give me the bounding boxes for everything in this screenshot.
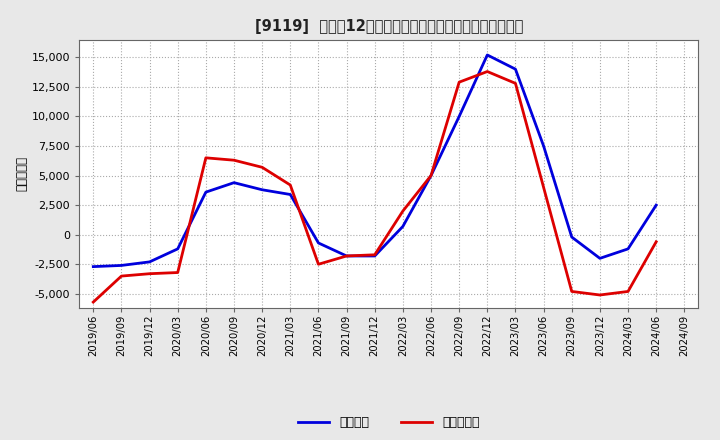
当期純利益 bbox=[652, 239, 660, 245]
当期純利益 bbox=[89, 300, 98, 305]
当期純利益 bbox=[202, 155, 210, 161]
経常利益 bbox=[652, 202, 660, 208]
経常利益 bbox=[174, 246, 182, 252]
経常利益 bbox=[595, 256, 604, 261]
当期純利益 bbox=[399, 209, 408, 214]
経常利益 bbox=[567, 235, 576, 240]
当期純利益 bbox=[230, 158, 238, 163]
当期純利益 bbox=[258, 165, 266, 170]
経常利益 bbox=[202, 190, 210, 195]
経常利益 bbox=[230, 180, 238, 185]
経常利益 bbox=[89, 264, 98, 269]
当期純利益 bbox=[370, 252, 379, 257]
当期純利益 bbox=[539, 185, 548, 190]
当期純利益 bbox=[117, 273, 126, 279]
当期純利益 bbox=[342, 253, 351, 259]
経常利益 bbox=[342, 253, 351, 259]
経常利益 bbox=[399, 224, 408, 229]
当期純利益 bbox=[174, 270, 182, 275]
経常利益 bbox=[314, 240, 323, 246]
Y-axis label: （百万円）: （百万円） bbox=[16, 156, 29, 191]
当期純利益 bbox=[624, 289, 632, 294]
当期純利益 bbox=[511, 81, 520, 86]
Title: [9119]  利益だ12か月移動合計の対前年同期増減額の推移: [9119] 利益だ12か月移動合計の対前年同期増減額の推移 bbox=[255, 19, 523, 34]
経常利益 bbox=[511, 66, 520, 72]
当期純利益 bbox=[427, 173, 436, 178]
当期純利益 bbox=[455, 80, 464, 85]
当期純利益 bbox=[483, 69, 492, 74]
経常利益 bbox=[370, 253, 379, 259]
経常利益 bbox=[117, 263, 126, 268]
経常利益 bbox=[427, 173, 436, 178]
Line: 当期純利益: 当期純利益 bbox=[94, 72, 656, 302]
Line: 経常利益: 経常利益 bbox=[94, 55, 656, 267]
経常利益 bbox=[286, 192, 294, 197]
経常利益 bbox=[624, 246, 632, 252]
当期純利益 bbox=[567, 289, 576, 294]
経常利益 bbox=[539, 143, 548, 149]
当期純利益 bbox=[145, 271, 154, 276]
経常利益 bbox=[483, 52, 492, 58]
経常利益 bbox=[258, 187, 266, 192]
Legend: 経常利益, 当期純利益: 経常利益, 当期純利益 bbox=[298, 416, 480, 429]
当期純利益 bbox=[595, 292, 604, 297]
経常利益 bbox=[145, 259, 154, 264]
当期純利益 bbox=[314, 262, 323, 267]
経常利益 bbox=[455, 114, 464, 119]
当期純利益 bbox=[286, 183, 294, 188]
